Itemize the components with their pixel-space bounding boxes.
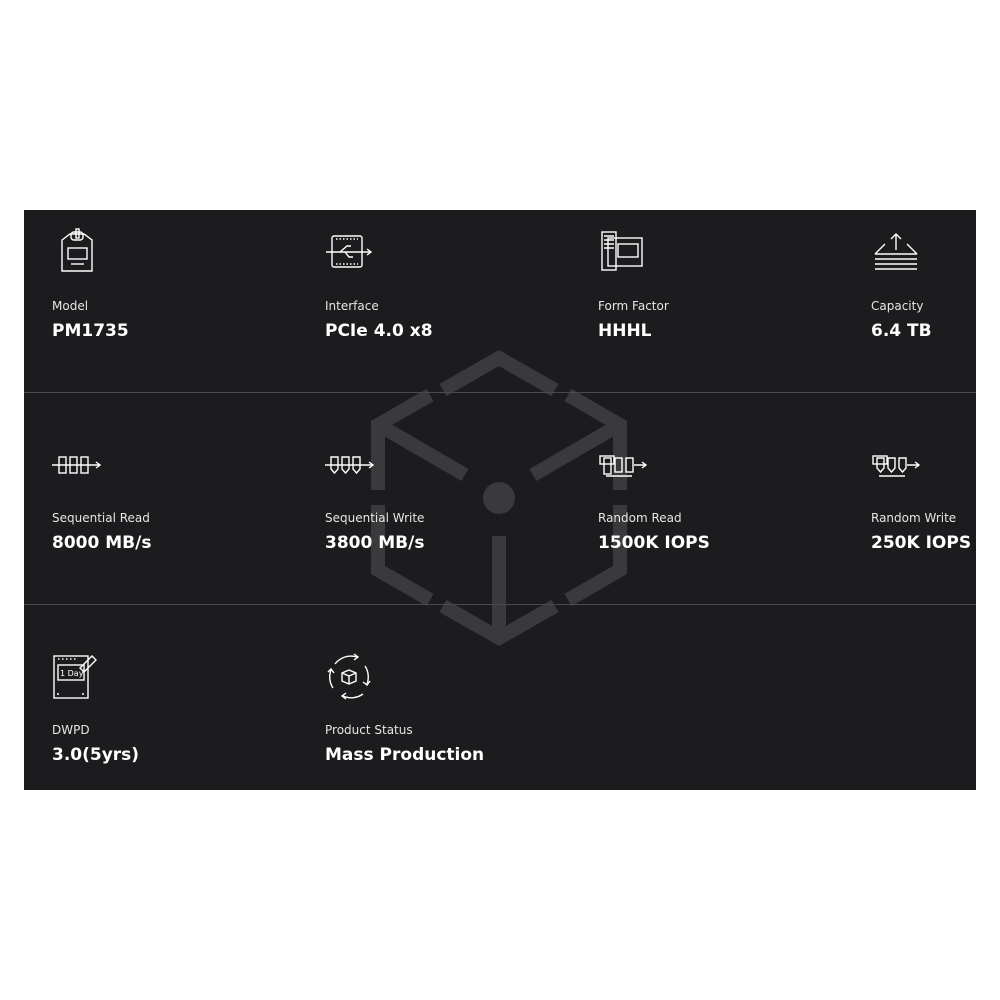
sequential-write-icon — [325, 456, 375, 475]
form-factor-card-icon — [601, 231, 643, 271]
row-divider — [24, 604, 976, 605]
spec-dwpd: 1 Day DWPD 3.0(5yrs) — [52, 634, 302, 790]
spec-label: Capacity — [871, 299, 924, 313]
random-write-icon — [872, 455, 921, 477]
spec-label: DWPD — [52, 723, 90, 737]
spec-label: Product Status — [325, 723, 413, 737]
spec-value: 1500K IOPS — [598, 533, 710, 553]
spec-label: Sequential Read — [52, 511, 150, 525]
spec-interface: Interface PCIe 4.0 x8 — [325, 210, 575, 422]
capacity-upload-icon — [874, 233, 918, 270]
dwpd-calendar-icon: 1 Day — [53, 655, 97, 699]
row-divider — [24, 392, 976, 393]
spec-capacity: Capacity 6.4 TB — [871, 210, 976, 422]
spec-label: Random Write — [871, 511, 957, 525]
spec-model: Model PM1735 — [52, 210, 302, 422]
spec-label: Form Factor — [598, 299, 669, 313]
spec-random-read: Random Read 1500K IOPS — [598, 422, 848, 634]
spec-form-factor: Form Factor HHHL — [598, 210, 848, 422]
spec-value: 3.0(5yrs) — [52, 745, 140, 765]
spec-value: Mass Production — [325, 745, 485, 765]
spec-label: Model — [52, 299, 89, 313]
spec-value: 8000 MB/s — [52, 533, 152, 553]
spec-label: Interface — [325, 299, 379, 313]
spec-label: Random Read — [598, 511, 682, 525]
svg-text:1 Day: 1 Day — [60, 669, 84, 678]
spec-label: Sequential Write — [325, 511, 425, 525]
spec-value: HHHL — [598, 321, 652, 341]
sequential-read-icon — [52, 456, 102, 474]
spec-panel: Model PM1735 Interface PCIe 4.0 x8 Form … — [24, 210, 976, 790]
spec-sequential-write: Sequential Write 3800 MB/s — [325, 422, 575, 634]
cube-logo-watermark-icon — [371, 349, 627, 647]
spec-value: PM1735 — [52, 321, 129, 341]
spec-product-status: Product Status Mass Production — [325, 634, 575, 790]
spec-random-write: Random Write 250K IOPS — [871, 422, 976, 634]
spec-value: PCIe 4.0 x8 — [325, 321, 433, 341]
random-read-icon — [599, 455, 648, 477]
spec-value: 6.4 TB — [871, 321, 932, 341]
ssd-model-icon — [61, 228, 93, 272]
spec-value: 3800 MB/s — [325, 533, 425, 553]
spec-sequential-read: Sequential Read 8000 MB/s — [52, 422, 302, 634]
spec-value: 250K IOPS — [871, 533, 972, 553]
interface-chip-icon — [326, 235, 373, 268]
product-status-cycle-icon — [327, 653, 371, 700]
